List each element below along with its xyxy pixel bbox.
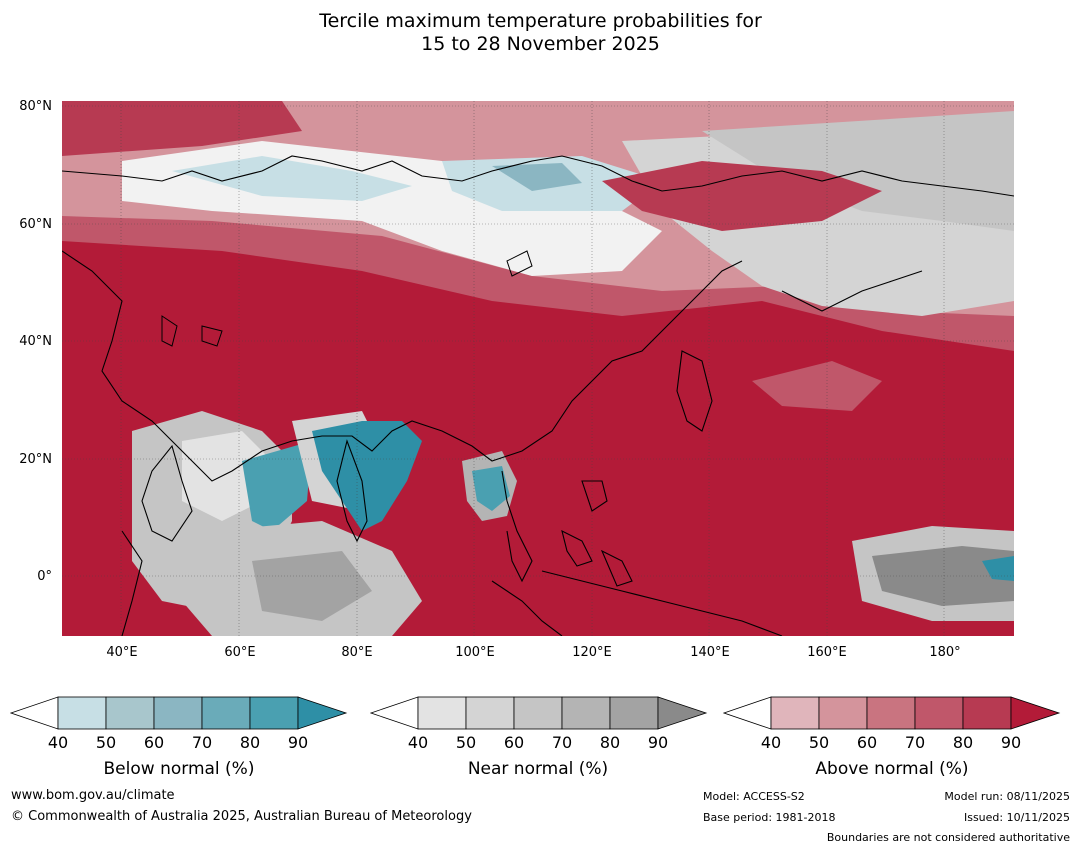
website-link[interactable]: www.bom.gov.au/climate [11,788,175,803]
lon-label-80e: 80°E [341,645,373,660]
near-normal-indian-ocean-dark [252,551,372,621]
copyright-notice: © Commonwealth of Australia 2025, Austra… [11,809,472,824]
inland-water [161,250,533,347]
below-patch-south-pacific [982,556,1014,581]
colorbar-near-low-extension [370,696,419,730]
colorbar-above-segment-3 [914,696,964,730]
title-line-1: Tercile maximum temperature probabilitie… [319,10,762,32]
colorbar-near-label: Near normal (%) [467,759,609,779]
lat-label-40n: 40°N [19,334,52,349]
lon-label-160e: 160°E [807,645,847,660]
below-patch-indochina [472,466,510,511]
title-line-2: 15 to 28 November 2025 [421,33,660,55]
tick-above-90: 90 [1000,733,1022,752]
above-patch-north-pacific [752,361,882,411]
tick-near-80: 80 [599,733,621,752]
lon-label-60e: 60°E [224,645,256,660]
lat-label-80n: 80°N [19,99,52,114]
colorbar-below-segments [10,696,348,730]
colorbar-near-segment-0 [417,696,467,730]
tick-below-40: 40 [47,733,69,752]
tick-above-40: 40 [760,733,782,752]
colorbar-below-segment-3 [201,696,251,730]
colorbar-near-high-extension [657,696,708,730]
tick-below-80: 80 [239,733,261,752]
above-patch-northwest [62,101,302,156]
colorbar-below-label: Below normal (%) [103,759,255,779]
lon-label-40e: 40°E [106,645,138,660]
below-patch-arabian-sea [242,441,312,531]
tick-below-90: 90 [287,733,309,752]
model-name: Model: ACCESS-S2 [703,790,805,803]
lon-label-140e: 140°E [690,645,730,660]
tick-near-90: 90 [647,733,669,752]
tick-near-40: 40 [407,733,429,752]
colorbar-near-segment-4 [609,696,659,730]
colorbar-below [10,696,348,730]
colorbar-below-segment-4 [249,696,299,730]
lat-label-0: 0° [37,569,52,584]
below-patch-north-1 [172,156,412,201]
tick-below-50: 50 [95,733,117,752]
colorbar-near-segment-1 [465,696,515,730]
map-canvas [62,101,1014,636]
tick-below-70: 70 [191,733,213,752]
lon-label-120e: 120°E [572,645,612,660]
colorbar-below-high-extension [297,696,348,730]
colorbar-above-segment-0 [770,696,820,730]
colorbar-above-segments [723,696,1061,730]
graticule [62,101,1014,636]
colorbar-near [370,696,708,730]
tick-near-60: 60 [503,733,525,752]
lon-label-180: 180° [929,645,961,660]
boundary-disclaimer: Boundaries are not considered authoritat… [826,831,1070,844]
colorbar-above-high-extension [1010,696,1061,730]
colorbar-near-segment-2 [513,696,563,730]
tick-above-70: 70 [904,733,926,752]
lon-label-100e: 100°E [455,645,495,660]
tick-above-80: 80 [952,733,974,752]
base-period: Base period: 1981-2018 [703,811,836,824]
coastlines [62,155,1014,636]
colorbar-below-low-extension [10,696,59,730]
tick-below-60: 60 [143,733,165,752]
near-normal-south-pacific-dark [872,546,1014,606]
colorbar-above-segment-4 [962,696,1012,730]
issued-date: Issued: 10/11/2025 [963,811,1070,824]
colorbar-above-label: Above normal (%) [815,759,969,779]
colorbar-near-segment-3 [561,696,611,730]
tick-near-70: 70 [551,733,573,752]
tick-above-50: 50 [808,733,830,752]
colorbar-below-segment-1 [105,696,155,730]
colorbar-below-segment-0 [57,696,107,730]
below-patch-north-3 [492,163,582,191]
lat-label-60n: 60°N [19,217,52,232]
colorbar-above [723,696,1061,730]
colorbar-above-low-extension [723,696,772,730]
colorbar-below-segment-2 [153,696,203,730]
lat-label-20n: 20°N [19,452,52,467]
tick-above-60: 60 [856,733,878,752]
colorbar-near-segments [370,696,708,730]
tick-near-50: 50 [455,733,477,752]
probability-map [62,101,1014,636]
model-run-date: Model run: 08/11/2025 [944,790,1070,803]
below-patch-india [312,421,422,531]
colorbar-above-segment-1 [818,696,868,730]
chart-title: Tercile maximum temperature probabilitie… [0,10,1081,56]
near-normal-arctic [702,111,1014,231]
colorbar-above-segment-2 [866,696,916,730]
